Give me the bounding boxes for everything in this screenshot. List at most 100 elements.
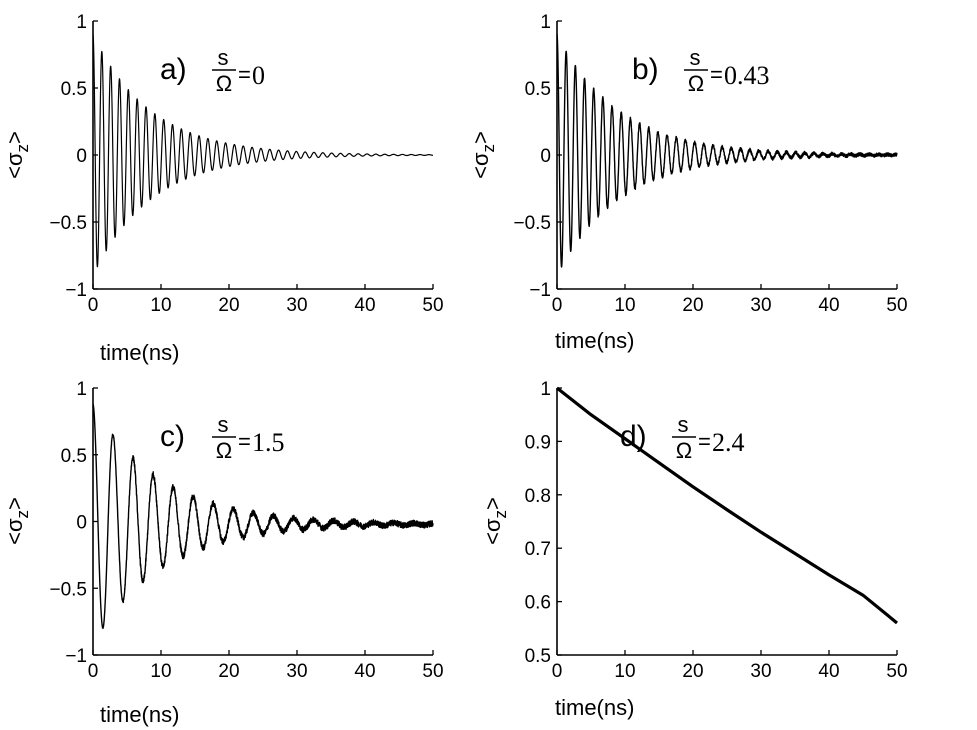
x-tick-label: 30 [286,661,307,682]
y-label-open: < [2,532,27,545]
y-tick-label: 0.5 [61,446,87,467]
equals-sign: = [710,62,723,87]
y-tick-label: −0.5 [513,213,551,234]
y-tick-label: 0.7 [525,539,551,560]
fraction-numerator: s [690,45,701,70]
x-tick-label: 50 [886,295,907,316]
y-tick-label: −1 [65,280,87,301]
y-label-close: > [2,497,27,510]
y-label-sigma: σ [2,518,27,532]
y-tick-label: 1 [540,12,551,33]
param-value: 1.5 [252,428,285,457]
x-tick-label: 0 [552,295,563,316]
y-label-subscript: z [491,510,510,519]
y-tick-label: 1 [540,379,551,400]
y-label-subscript: z [13,510,32,519]
y-label-open: < [468,166,493,179]
x-axis-label: time(ns) [555,695,634,720]
panel-annotation: d) sΩ = 2.4 [620,412,745,463]
x-tick-label: 50 [886,661,907,682]
panel-annotation: b) sΩ = 0.43 [632,45,770,96]
y-tick-label: 1 [76,379,87,400]
fraction-numerator: s [218,45,229,70]
x-axis-label: time(ns) [555,328,634,353]
panel-annotation: c) sΩ = 1.5 [160,412,285,463]
y-label-sigma: σ [2,152,27,166]
equals-sign: = [238,429,251,454]
x-tick-label: 30 [750,661,771,682]
x-tick-label: 30 [750,295,771,316]
y-axis-label: <σz> [2,131,32,179]
series-line [92,34,434,268]
fraction-denominator: Ω [676,438,692,463]
fraction-denominator: Ω [216,71,232,96]
x-tick-label: 10 [150,295,171,316]
param-value: 0.43 [724,61,770,90]
equals-sign: = [238,62,251,87]
y-tick-label: 0.6 [525,593,551,614]
x-tick-label: 0 [88,661,99,682]
panel-b: 0 10 20 30 40 50 −1 −0.5 0 0.5 1 time(ns) <σz> b) sΩ = 0… [468,12,908,353]
y-label-close: > [480,497,505,510]
x-tick-label: 40 [818,661,839,682]
y-tick-label: 0.8 [525,486,551,507]
panel-letter: b) [632,53,659,86]
y-axis-label: <σz> [480,497,510,545]
y-tick-label: 0 [76,513,87,534]
panel-letter: d) [620,420,647,453]
y-tick-label: 0.5 [525,79,551,100]
y-tick-label: −1 [65,646,87,667]
panel-c: 0 10 20 30 40 50 −1 −0.5 0 0.5 1 time(ns) <σz> c) sΩ = 1… [2,379,444,727]
x-tick-label: 50 [422,295,443,316]
series-line [556,34,898,268]
x-tick-label: 40 [354,295,375,316]
x-tick-label: 50 [422,661,443,682]
fraction-numerator: s [218,412,229,437]
fraction-denominator: Ω [216,438,232,463]
y-axis-label: <σz> [2,497,32,545]
x-tick-label: 20 [218,295,239,316]
x-tick-label: 0 [552,661,563,682]
x-tick-label: 10 [614,661,635,682]
y-tick-label: −0.5 [49,579,87,600]
y-tick-label: 0.5 [525,646,551,667]
panel-d: 0 10 20 30 40 50 0.5 0.6 0.7 0.8 0.9 1 time(ns) <σz> d… [480,379,908,720]
y-axis-label: <σz> [468,131,498,179]
series-line [556,386,899,625]
param-value: 2.4 [712,428,745,457]
x-tick-label: 20 [218,661,239,682]
x-tick-label: 40 [818,295,839,316]
x-tick-label: 40 [354,661,375,682]
y-tick-label: −1 [529,280,551,301]
panel-letter: c) [160,420,185,453]
x-tick-label: 20 [682,661,703,682]
y-label-close: > [468,131,493,144]
equals-sign: = [698,429,711,454]
x-tick-label: 10 [150,661,171,682]
y-label-sigma: σ [468,152,493,166]
y-tick-label: 0 [540,146,551,167]
y-label-sigma: σ [480,518,505,532]
y-tick-label: 1 [76,12,87,33]
y-tick-label: 0 [76,146,87,167]
x-tick-label: 30 [286,295,307,316]
y-label-close: > [2,131,27,144]
x-axis-label: time(ns) [100,340,179,365]
x-tick-label: 20 [682,295,703,316]
y-tick-label: 0.9 [525,432,551,453]
fraction-denominator: Ω [688,71,704,96]
param-value: 0 [252,61,265,90]
x-tick-label: 0 [88,295,99,316]
y-label-subscript: z [479,144,498,153]
panel-annotation: a) sΩ = 0 [160,45,265,96]
fraction-numerator: s [678,412,689,437]
series-line [92,403,434,630]
x-axis-label: time(ns) [100,702,179,727]
y-label-open: < [2,166,27,179]
y-tick-label: 0.5 [61,79,87,100]
x-tick-label: 10 [614,295,635,316]
y-label-subscript: z [13,144,32,153]
